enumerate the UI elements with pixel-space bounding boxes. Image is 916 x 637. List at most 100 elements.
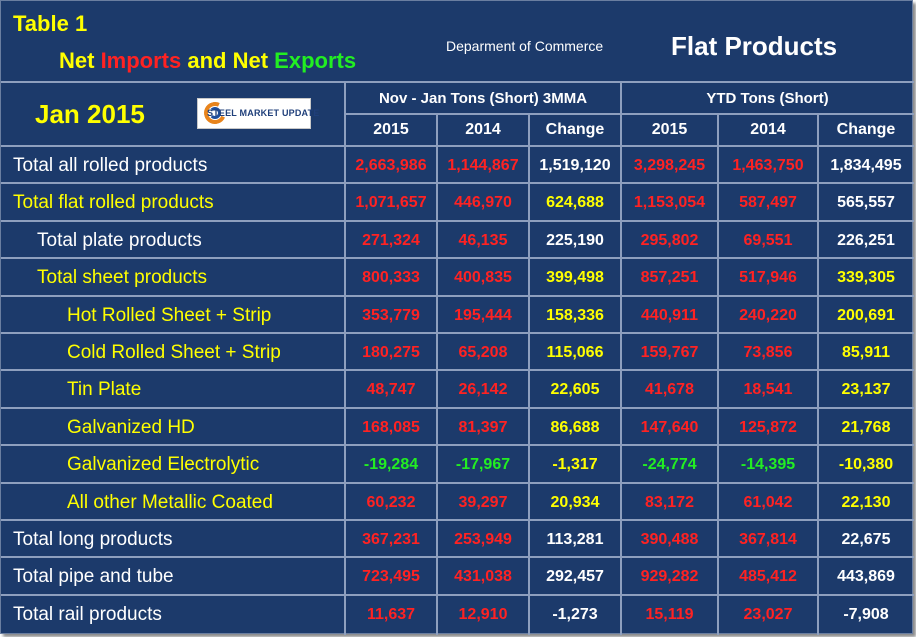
row-value-cell: 295,802 bbox=[640, 232, 699, 249]
row-value-cell: 115,066 bbox=[546, 344, 604, 361]
row-value-cell: 225,190 bbox=[546, 232, 604, 249]
row-value-cell: 443,869 bbox=[837, 568, 895, 585]
row-value-cell: 195,444 bbox=[454, 307, 512, 324]
department-label: Deparment of Commerce bbox=[446, 38, 604, 54]
row-divider bbox=[1, 444, 914, 446]
col-header-3mma-2015: 2015 bbox=[373, 121, 409, 138]
row-divider bbox=[1, 519, 914, 521]
row-value-cell: 21,768 bbox=[841, 419, 891, 436]
row-divider bbox=[1, 220, 914, 222]
gridline-v-6 bbox=[817, 114, 819, 635]
gridline-v-3 bbox=[528, 114, 530, 635]
row-value-cell: 15,119 bbox=[645, 606, 694, 623]
row-value-cell: 446,970 bbox=[454, 194, 512, 211]
row-label: Galvanized HD bbox=[67, 417, 195, 438]
group-header-3mma: Nov - Jan Tons (Short) 3MMA bbox=[378, 90, 588, 107]
gridline-v-4 bbox=[620, 81, 622, 635]
row-value-cell: 125,872 bbox=[739, 419, 797, 436]
row-value-cell: 292,457 bbox=[546, 568, 604, 585]
row-value-cell: 61,042 bbox=[743, 494, 793, 511]
row-label: Cold Rolled Sheet + Strip bbox=[67, 342, 281, 363]
row-value-cell: 565,557 bbox=[837, 194, 895, 211]
product-title: Flat Products bbox=[671, 31, 838, 61]
row-value-cell: 1,463,750 bbox=[732, 157, 804, 174]
table-number: Table 1 bbox=[13, 11, 88, 36]
row-value-cell: 69,551 bbox=[743, 232, 793, 249]
row-value-cell: 624,688 bbox=[546, 194, 604, 211]
table-row: Total flat rolled products 1,071,657 446,9… bbox=[1, 184, 914, 221]
row-value-cell: -19,284 bbox=[363, 456, 419, 473]
row-value-cell: 240,220 bbox=[739, 307, 797, 324]
row-value-cell: 339,305 bbox=[837, 269, 895, 286]
col-header-ytd-2014: 2014 bbox=[750, 121, 786, 138]
table-row: Galvanized HD 168,085 81,397 86,688 147,640 1… bbox=[1, 409, 914, 446]
month-label: Jan 2015 bbox=[35, 99, 145, 129]
gridline-v-5 bbox=[717, 114, 719, 635]
row-label: Total sheet products bbox=[37, 267, 208, 288]
row-value-cell: 3,298,245 bbox=[633, 157, 706, 174]
row-value-cell: 12,910 bbox=[458, 606, 508, 623]
row-divider bbox=[1, 594, 914, 596]
row-value-cell: 857,251 bbox=[640, 269, 699, 286]
row-value-cell: 73,856 bbox=[743, 344, 793, 361]
subtitle-exports: Exports bbox=[274, 48, 357, 73]
row-value-cell: 353,779 bbox=[362, 307, 420, 324]
subtitle-and-net: and Net bbox=[181, 48, 275, 73]
row-divider bbox=[1, 145, 914, 147]
steel-market-update-logo: STEEL MARKET UPDATE bbox=[197, 98, 319, 129]
row-value-cell: 1,144,867 bbox=[447, 157, 519, 174]
row-divider bbox=[1, 556, 914, 558]
row-value-cell: 517,946 bbox=[739, 269, 797, 286]
row-value-cell: 723,495 bbox=[362, 568, 420, 585]
row-value-cell: 1,071,657 bbox=[355, 194, 427, 211]
col-header-ytd-2015: 2015 bbox=[651, 121, 688, 138]
gridline-v-2 bbox=[436, 114, 438, 635]
row-value-cell: 2,663,986 bbox=[355, 157, 427, 174]
col-header-3mma-2014: 2014 bbox=[465, 121, 501, 138]
row-value-cell: 440,911 bbox=[641, 307, 698, 324]
divider-group bbox=[345, 113, 914, 115]
row-value-cell: 800,333 bbox=[362, 269, 420, 286]
logo-inner-arc-icon bbox=[209, 107, 221, 119]
gridline-v-1 bbox=[344, 81, 346, 635]
table-row: All other Metallic Coated 60,232 39,297 20,… bbox=[1, 484, 914, 521]
row-value-cell: 113,281 bbox=[546, 531, 604, 548]
row-label: All other Metallic Coated bbox=[67, 492, 273, 513]
col-header-3mma-change: Change bbox=[545, 121, 605, 138]
row-value-cell: 22,605 bbox=[550, 381, 600, 398]
row-divider bbox=[1, 369, 914, 371]
row-value-cell: 18,541 bbox=[743, 381, 793, 398]
row-value-cell: 83,172 bbox=[645, 494, 694, 511]
row-divider bbox=[1, 482, 914, 484]
row-divider bbox=[1, 332, 914, 334]
row-value-cell: 159,767 bbox=[640, 344, 699, 361]
table-row: Tin Plate 48,747 26,142 22,605 41,678 18,541 2… bbox=[1, 371, 914, 408]
row-value-cell: 60,232 bbox=[366, 494, 416, 511]
row-label: Tin Plate bbox=[67, 379, 142, 400]
row-value-cell: 168,085 bbox=[362, 419, 420, 436]
row-value-cell: 23,027 bbox=[743, 606, 793, 623]
row-value-cell: 929,282 bbox=[640, 568, 699, 585]
row-value-cell: -10,380 bbox=[838, 456, 894, 473]
row-value-cell: 390,488 bbox=[640, 531, 699, 548]
table-row: Total long products 367,231 253,949 113,281… bbox=[1, 521, 914, 558]
row-divider bbox=[1, 407, 914, 409]
row-value-cell: 23,137 bbox=[841, 381, 891, 398]
row-value-cell: 22,130 bbox=[841, 494, 891, 511]
row-label: Galvanized Electrolytic bbox=[67, 454, 260, 475]
row-value-cell: 367,814 bbox=[739, 531, 797, 548]
row-value-cell: 48,747 bbox=[366, 381, 416, 398]
group-header-ytd: YTD Tons (Short) bbox=[706, 90, 829, 107]
col-header-ytd-change: Change bbox=[836, 121, 896, 138]
row-value-cell: 367,231 bbox=[362, 531, 420, 548]
row-value-cell: 1,153,054 bbox=[633, 194, 706, 211]
row-value-cell: -1,317 bbox=[552, 456, 598, 473]
divider-top bbox=[1, 81, 914, 83]
row-label: Hot Rolled Sheet + Strip bbox=[67, 305, 272, 326]
table-row: Total rail products 11,637 12,910 -1,273 15,… bbox=[1, 596, 914, 633]
row-value-cell: 147,640 bbox=[640, 419, 699, 436]
row-value-cell: 41,678 bbox=[645, 381, 694, 398]
row-value-cell: -1,273 bbox=[552, 606, 598, 623]
row-value-cell: -24,774 bbox=[642, 456, 697, 473]
